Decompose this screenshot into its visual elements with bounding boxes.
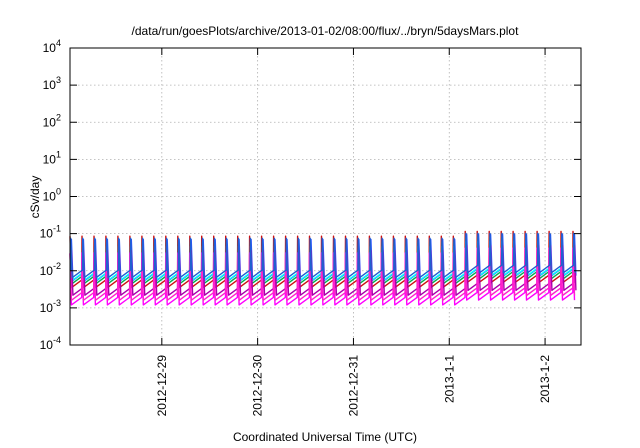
x-tick-label: 2012-12-31	[346, 355, 360, 417]
x-tick-label: 2013-1-1	[442, 355, 456, 403]
y-tick-label: 102	[43, 112, 61, 129]
y-tick-labels: 10-4 10-3 10-2 10-1 100 101 102 103 104	[40, 38, 61, 352]
y-tick-label: 103	[43, 75, 61, 92]
y-tick-label: 10-4	[40, 335, 61, 352]
y-axis-label: cSv/day	[28, 176, 42, 219]
series-lines	[69, 230, 577, 306]
x-axis-label: Coordinated Universal Time (UTC)	[233, 430, 417, 444]
y-tick-label: 100	[43, 187, 61, 204]
x-tick-label: 2012-12-30	[251, 355, 265, 417]
y-tick-label: 10-3	[40, 298, 61, 315]
x-tick-labels: 2012-12-29 2012-12-30 2012-12-31 2013-1-1 20…	[155, 355, 552, 417]
chart-title: /data/run/goesPlots/archive/2013-01-02/0…	[132, 24, 520, 38]
y-tick-label: 10-1	[40, 224, 61, 241]
y-tick-label: 104	[43, 38, 61, 55]
x-tick-label: 2013-1-2	[538, 355, 552, 403]
y-tick-label: 10-2	[40, 261, 61, 278]
grid	[70, 48, 581, 345]
series-line-8	[69, 232, 576, 279]
y-tick-label: 101	[43, 149, 61, 166]
x-tick-label: 2012-12-29	[155, 355, 169, 417]
axis-ticks	[70, 47, 581, 346]
